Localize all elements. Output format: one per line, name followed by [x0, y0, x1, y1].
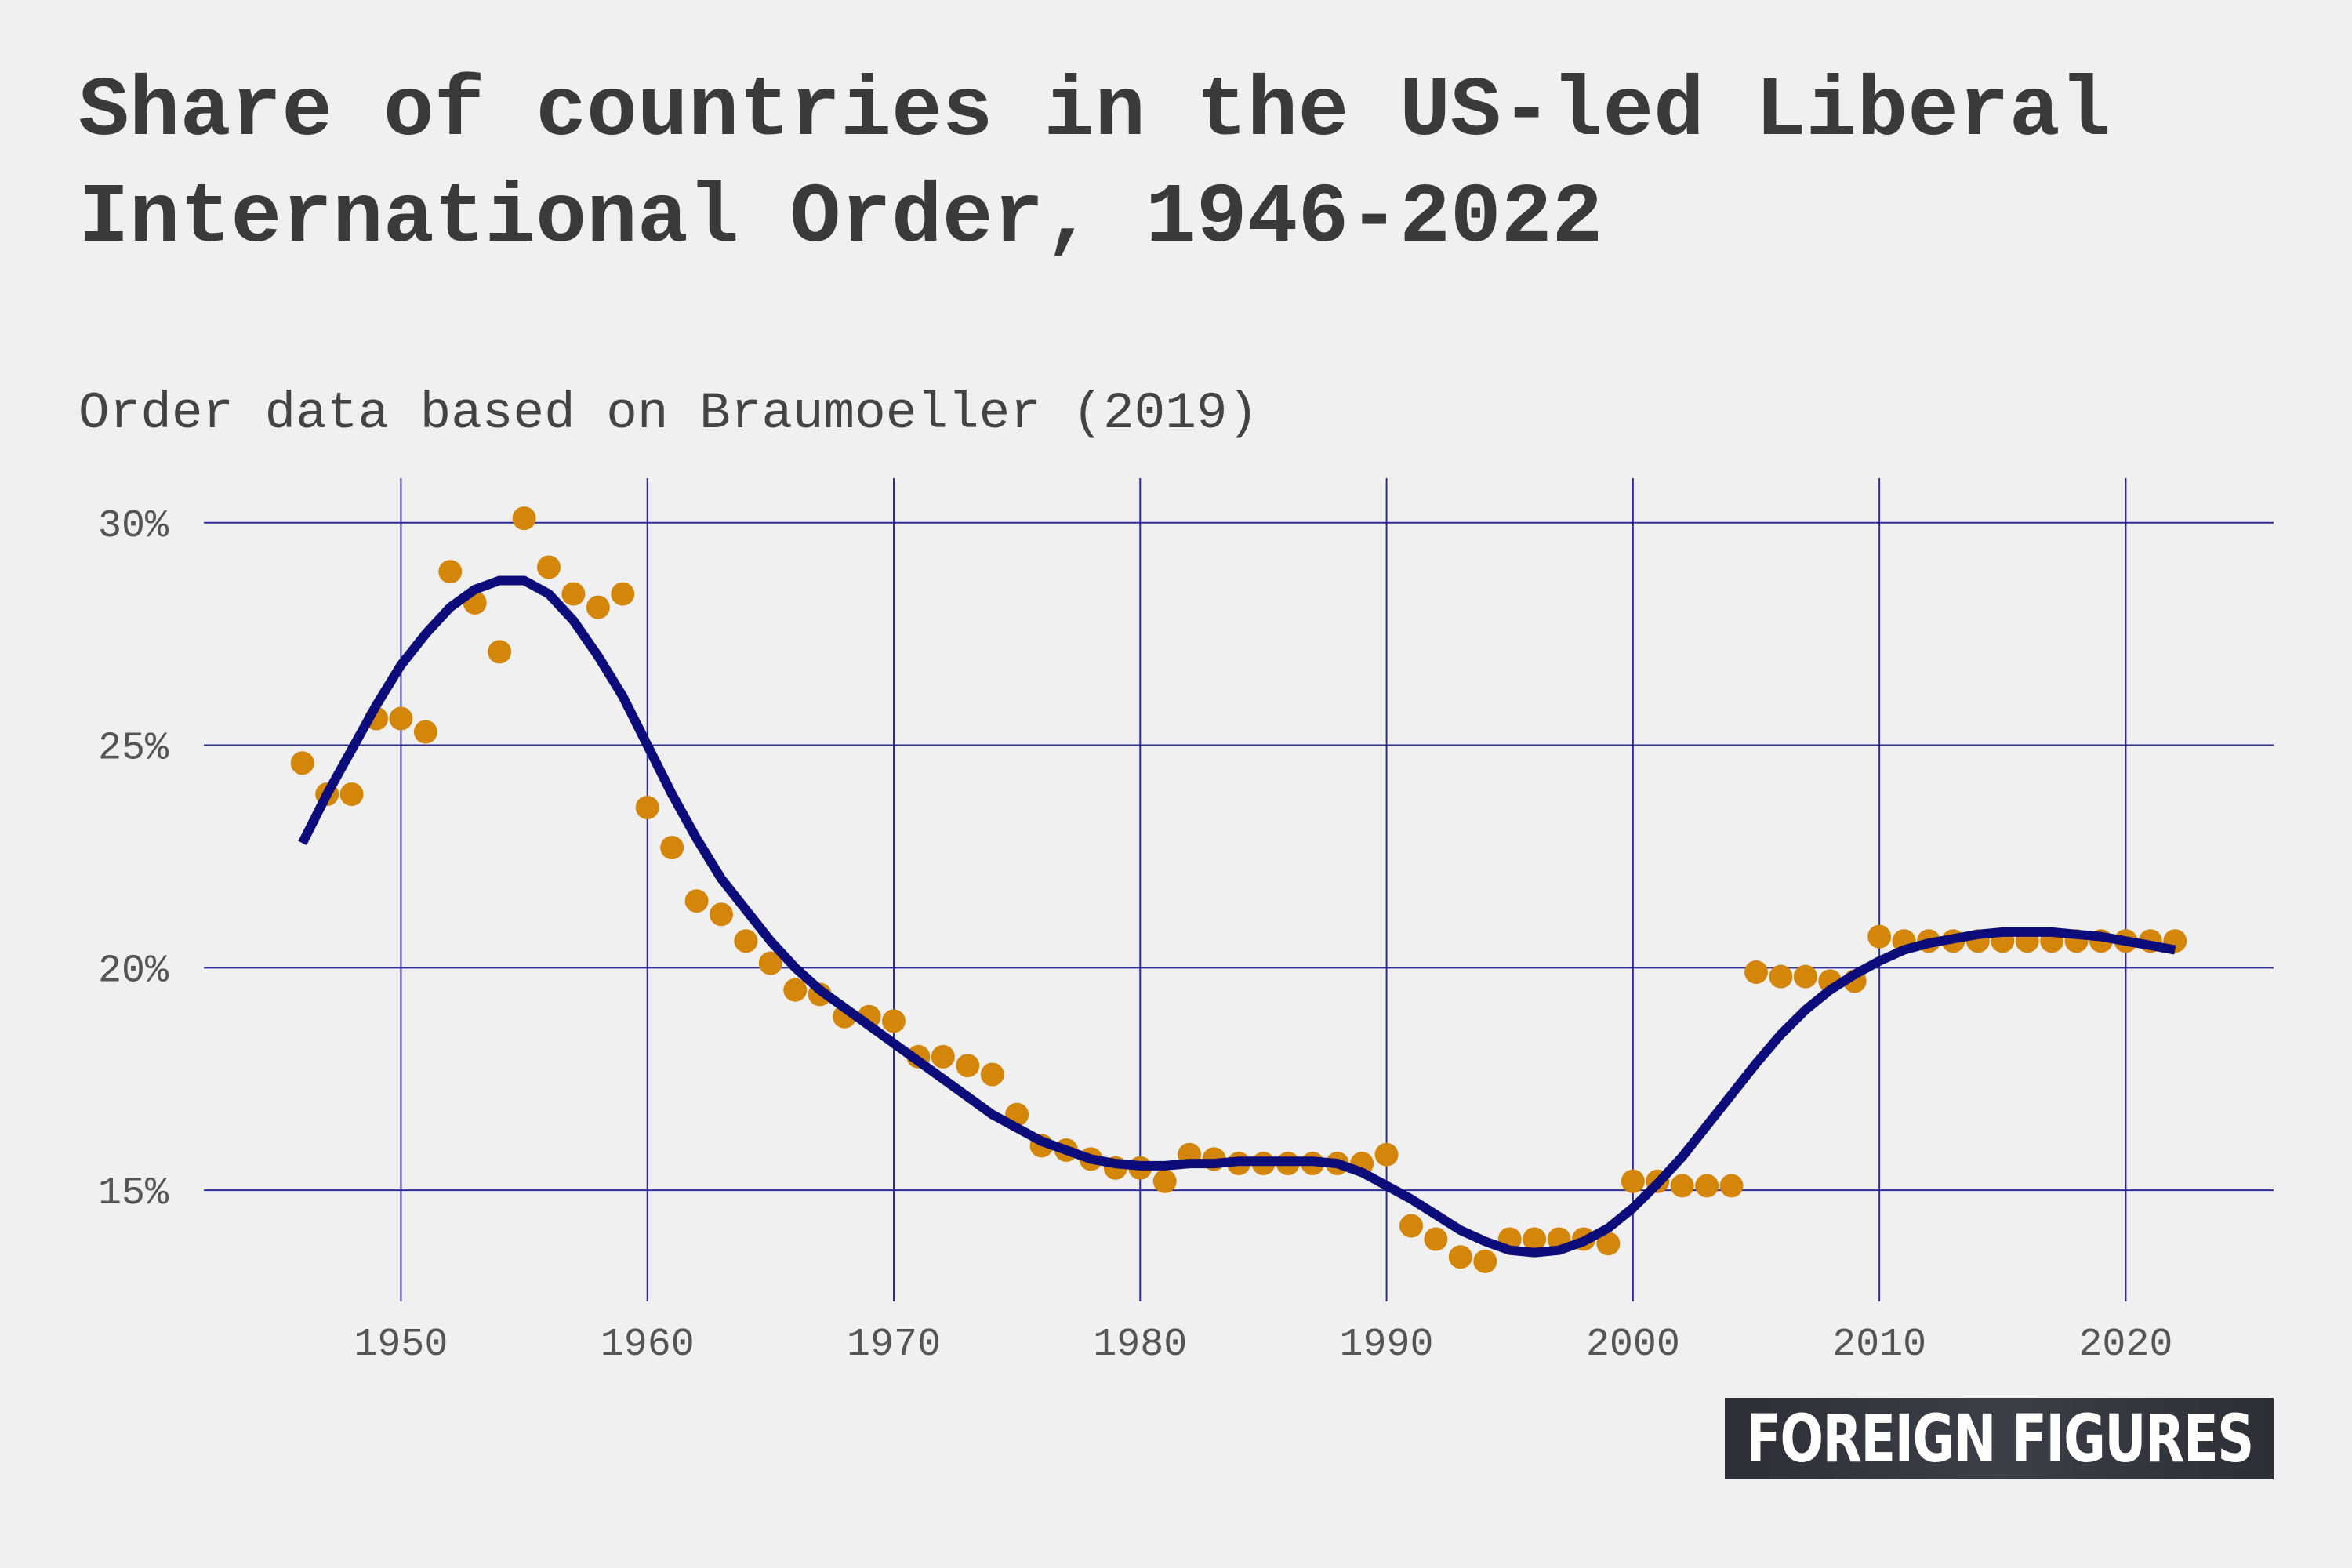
x-tick-label: 1980 [1093, 1323, 1187, 1367]
chart-subtitle: Order data based on Braumoeller (2019) [78, 384, 1259, 443]
data-point [438, 560, 463, 584]
data-point [1670, 1174, 1694, 1198]
x-tick-label: 1950 [354, 1323, 448, 1367]
y-tick-label: 30% [98, 504, 169, 549]
x-tick-label: 2000 [1586, 1323, 1680, 1367]
data-point [882, 1009, 906, 1033]
data-point [1621, 1169, 1645, 1193]
trend-line [298, 575, 2176, 1258]
data-point [1424, 1227, 1448, 1251]
data-point [1399, 1214, 1423, 1238]
x-tick-label: 1960 [601, 1323, 695, 1367]
data-point [931, 1044, 955, 1069]
data-point [710, 902, 733, 927]
data-point [1793, 964, 1817, 989]
data-point [758, 951, 782, 975]
data-point [290, 751, 314, 775]
data-point [1695, 1174, 1719, 1198]
data-point [734, 929, 758, 953]
data-point [1448, 1245, 1472, 1269]
x-tick-label: 1990 [1340, 1323, 1434, 1367]
data-point [561, 582, 586, 606]
x-tick-label: 2020 [2078, 1323, 2172, 1367]
data-point [1152, 1169, 1177, 1193]
data-point [956, 1054, 980, 1078]
data-point [783, 978, 808, 1002]
data-point [512, 506, 536, 531]
x-tick-label: 2010 [1832, 1323, 1926, 1367]
data-point [660, 836, 684, 860]
data-point [611, 582, 635, 606]
foreign-figures-logo: FOREIGN FIGURES [1725, 1398, 2274, 1479]
data-point [1719, 1174, 1744, 1198]
data-point [1596, 1232, 1621, 1256]
chart-title: Share of countries in the US-led Liberal… [78, 64, 2111, 267]
data-point [586, 595, 610, 619]
data-point [980, 1062, 1004, 1087]
data-point [1523, 1227, 1547, 1251]
logo-text: FOREIGN FIGURES [1745, 1400, 2254, 1477]
trend-line-group [298, 575, 2176, 1258]
y-tick-label: 20% [98, 949, 169, 993]
data-point [1769, 964, 1793, 989]
y-axis-ticks: 15% 20% 25% 30% [98, 504, 169, 1216]
data-point [1473, 1249, 1497, 1273]
data-point [684, 889, 709, 913]
data-point [537, 555, 561, 579]
data-point [635, 796, 659, 819]
data-point [1374, 1142, 1399, 1167]
y-tick-label: 25% [98, 727, 169, 771]
x-axis-ticks: 1950 1960 1970 1980 1990 2000 2010 2020 [354, 1323, 2172, 1367]
data-point [488, 640, 512, 664]
y-tick-label: 15% [98, 1171, 169, 1216]
x-tick-label: 1970 [847, 1323, 941, 1367]
data-point [339, 782, 364, 806]
data-point [389, 706, 413, 731]
data-point [1744, 960, 1768, 984]
data-point [413, 720, 437, 744]
data-point [1867, 924, 1892, 949]
grid [204, 478, 2274, 1301]
